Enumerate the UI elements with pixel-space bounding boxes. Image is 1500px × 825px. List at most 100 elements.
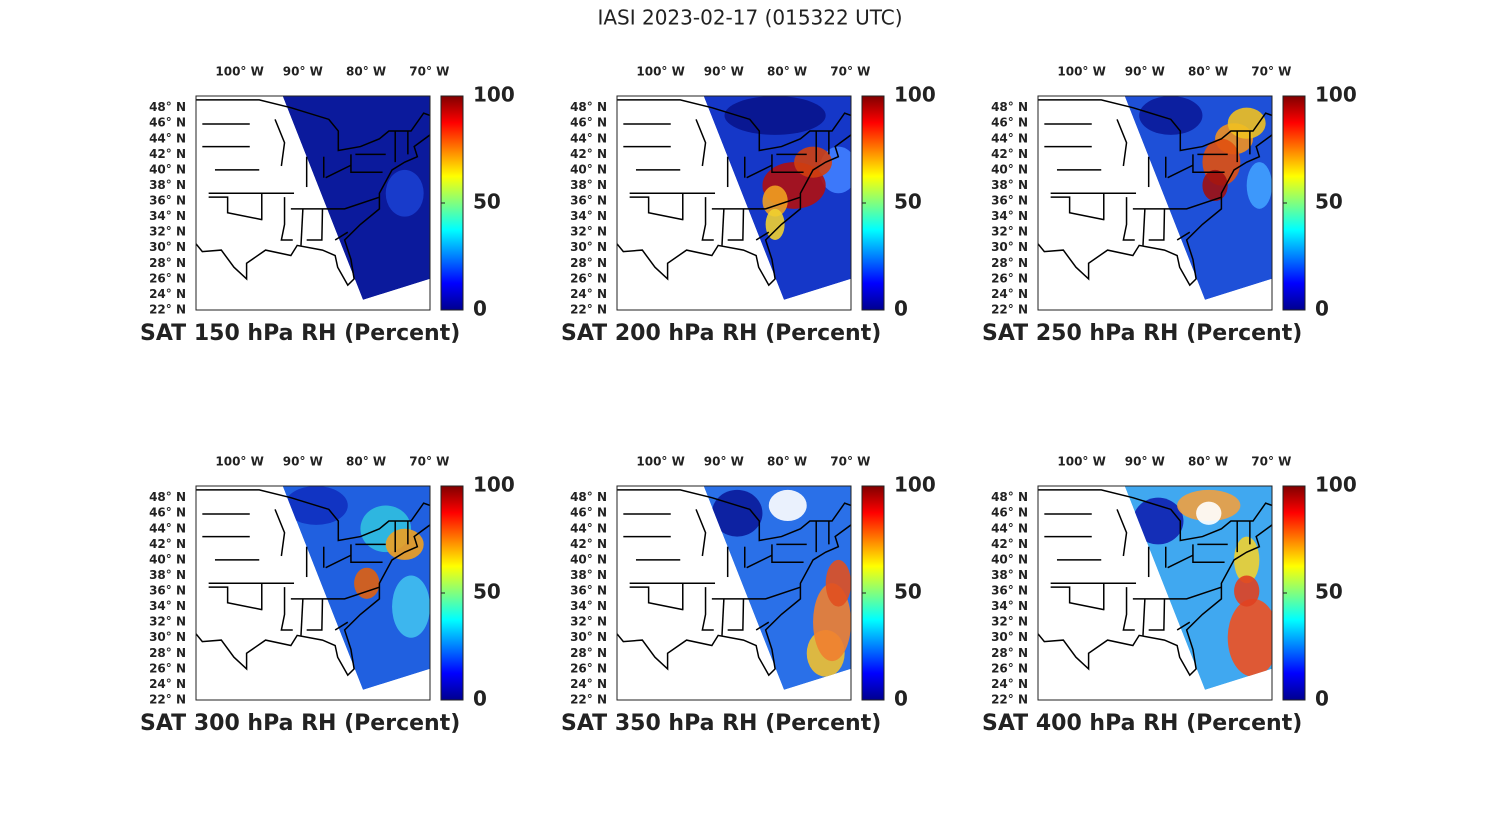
boundary-line bbox=[1167, 554, 1194, 569]
colorbar-tick-label: 50 bbox=[894, 580, 922, 604]
lat-tick-label: 46° N bbox=[991, 506, 1028, 520]
lat-tick-label: 22° N bbox=[149, 693, 186, 707]
boundary-line bbox=[300, 208, 304, 246]
lat-tick-label: 30° N bbox=[149, 240, 186, 254]
lat-tick-label: 40° N bbox=[149, 162, 186, 176]
boundary-line bbox=[1050, 586, 1105, 611]
lon-tick-label: 70° W bbox=[1251, 65, 1291, 79]
lat-tick-label: 36° N bbox=[149, 584, 186, 598]
satellite-swath bbox=[282, 96, 430, 300]
boundary-line bbox=[350, 544, 383, 564]
boundary-line bbox=[771, 544, 804, 564]
boundary-line bbox=[196, 134, 430, 287]
lat-tick-label: 22° N bbox=[149, 303, 186, 317]
boundary-line bbox=[701, 587, 714, 631]
lat-tick-label: 34° N bbox=[991, 209, 1028, 223]
colorbar-tick-label: 100 bbox=[894, 473, 936, 497]
lat-tick-label: 32° N bbox=[149, 615, 186, 629]
lat-tick-label: 22° N bbox=[991, 303, 1028, 317]
lon-tick-label: 90° W bbox=[283, 455, 323, 469]
lon-tick-label: 100° W bbox=[215, 65, 263, 79]
swath-patch bbox=[354, 567, 380, 599]
panel-title: SAT 150 hPa RH (Percent) bbox=[140, 321, 460, 346]
figure-title: IASI 2023-02-17 (015322 UTC) bbox=[597, 6, 902, 30]
boundary-line bbox=[721, 598, 725, 636]
lat-tick-label: 24° N bbox=[149, 287, 186, 301]
colorbar-tick-label: 0 bbox=[473, 687, 487, 711]
lat-tick-label: 34° N bbox=[570, 599, 607, 613]
lat-tick-label: 48° N bbox=[991, 490, 1028, 504]
lat-tick-label: 36° N bbox=[570, 584, 607, 598]
boundary-line bbox=[1132, 196, 1222, 210]
lat-tick-label: 30° N bbox=[991, 240, 1028, 254]
lat-tick-label: 38° N bbox=[570, 568, 607, 582]
boundary-line bbox=[771, 154, 804, 174]
boundary-line bbox=[306, 598, 324, 631]
swath-patch bbox=[1139, 96, 1203, 135]
boundary-line bbox=[1038, 134, 1272, 287]
swath-patch bbox=[762, 185, 788, 217]
colorbar-tick-label: 100 bbox=[473, 473, 515, 497]
boundary-line bbox=[711, 196, 801, 210]
map-panel: 100° W 90° W 80° W 70° W 22° N 24° N 26° N28° … bbox=[140, 455, 515, 737]
boundary-line bbox=[1116, 119, 1128, 167]
colorbar-tick-label: 50 bbox=[894, 190, 922, 214]
lat-tick-label: 32° N bbox=[991, 225, 1028, 239]
lon-tick-label: 80° W bbox=[1188, 65, 1228, 79]
lon-tick-label: 100° W bbox=[636, 455, 684, 469]
lat-tick-label: 26° N bbox=[991, 271, 1028, 285]
boundary-line bbox=[290, 586, 380, 600]
lon-tick-label: 70° W bbox=[830, 455, 870, 469]
lat-tick-label: 34° N bbox=[149, 209, 186, 223]
swath-patch bbox=[1227, 107, 1266, 139]
lon-tick-label: 90° W bbox=[704, 455, 744, 469]
lat-tick-label: 38° N bbox=[149, 568, 186, 582]
lat-tick-label: 48° N bbox=[149, 490, 186, 504]
lat-tick-label: 40° N bbox=[570, 552, 607, 566]
lat-tick-label: 36° N bbox=[570, 194, 607, 208]
panel-title: SAT 300 hPa RH (Percent) bbox=[140, 711, 460, 736]
lat-tick-label: 26° N bbox=[149, 271, 186, 285]
colorbar-tick-label: 100 bbox=[894, 83, 936, 107]
lat-tick-label: 24° N bbox=[570, 287, 607, 301]
colorbar-tick-label: 50 bbox=[1315, 580, 1343, 604]
swath-patch bbox=[1234, 575, 1260, 607]
boundary-line bbox=[755, 621, 770, 631]
boundary-line bbox=[727, 598, 745, 631]
map-frame bbox=[616, 95, 852, 311]
lat-tick-label: 40° N bbox=[149, 552, 186, 566]
lat-tick-label: 22° N bbox=[991, 693, 1028, 707]
colorbar-tick-label: 0 bbox=[1315, 297, 1329, 321]
lat-tick-label: 28° N bbox=[991, 646, 1028, 660]
boundary-line bbox=[1038, 524, 1272, 677]
lat-tick-label: 34° N bbox=[149, 599, 186, 613]
boundary-line bbox=[1176, 231, 1191, 241]
lat-tick-label: 24° N bbox=[991, 287, 1028, 301]
lat-tick-label: 32° N bbox=[991, 615, 1028, 629]
map-panel: 100° W 90° W 80° W 70° W 22° N 24° N 26° N28° … bbox=[561, 455, 936, 737]
lat-tick-label: 28° N bbox=[570, 256, 607, 270]
lat-tick-label: 22° N bbox=[570, 693, 607, 707]
lat-tick-label: 48° N bbox=[570, 490, 607, 504]
boundary-line bbox=[1167, 164, 1194, 179]
lat-tick-label: 32° N bbox=[570, 225, 607, 239]
lon-tick-label: 100° W bbox=[215, 455, 263, 469]
panel-title: SAT 200 hPa RH (Percent) bbox=[561, 321, 881, 346]
boundary-line bbox=[695, 509, 707, 557]
lat-tick-label: 38° N bbox=[570, 178, 607, 192]
boundary-line bbox=[196, 524, 430, 677]
boundary-line bbox=[1116, 509, 1128, 557]
map-frame bbox=[195, 95, 431, 311]
lat-tick-label: 22° N bbox=[570, 303, 607, 317]
lat-tick-label: 36° N bbox=[149, 194, 186, 208]
map-panel: 100° W 90° W 80° W 70° W 22° N 24° N 26° N28° … bbox=[140, 65, 515, 347]
lon-tick-label: 90° W bbox=[1125, 455, 1165, 469]
map-area bbox=[617, 486, 851, 700]
swath-patch bbox=[1196, 501, 1222, 525]
lon-tick-label: 100° W bbox=[636, 65, 684, 79]
colorbar-tick-label: 0 bbox=[473, 297, 487, 321]
lon-tick-label: 80° W bbox=[346, 455, 386, 469]
map-area bbox=[1038, 96, 1272, 310]
boundary-line bbox=[1122, 197, 1135, 241]
boundary-line bbox=[274, 119, 286, 167]
